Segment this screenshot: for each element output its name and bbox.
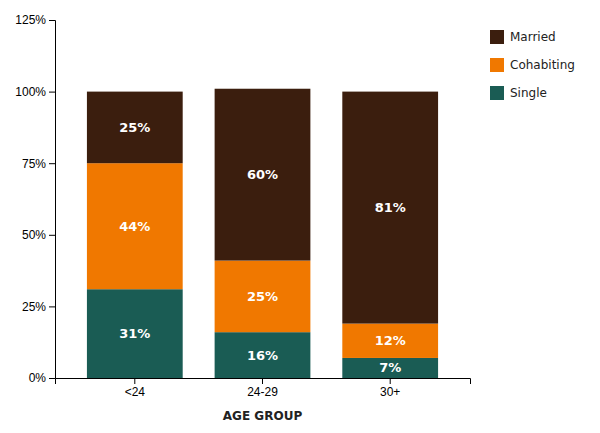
plot: 31% 16% 7% 44% 25% 12% 25% 60% 81% 0% 25% 50% 75% 100… [15,13,470,423]
y-tick-mark [49,378,55,379]
data-label: 25% [247,289,278,304]
legend-swatch [490,30,504,44]
data-label: 25% [119,120,150,135]
bar-segment [342,92,438,324]
bar-segment [342,358,438,378]
y-tick-label: 75% [22,157,46,171]
x-tick-mark [262,378,263,384]
y-tick-label: 100% [15,85,46,99]
y-tick-label: 25% [22,300,46,314]
data-label: 31% [119,326,150,341]
y-tick: 25% [22,300,55,314]
bar-segment [87,163,183,289]
data-label: 60% [247,167,278,182]
y-tick: 100% [15,85,55,99]
data-label: 16% [247,348,278,363]
x-tick-mark [390,378,391,384]
x-tick-label: 30+ [380,385,400,399]
y-axis: 0% 25% 50% 75% 100% 125% [15,13,55,385]
x-tick: 30+ [380,378,400,399]
legend-item: Cohabiting [490,58,575,72]
data-label: 44% [119,219,150,234]
data-labels: 31% 16% 7% 44% 25% 12% 25% 60% 81% [119,120,406,376]
y-tick: 50% [22,228,55,242]
legend-swatch [490,58,504,72]
x-tick: <24 [125,378,146,399]
legend: Married Cohabiting Single [490,30,575,100]
y-tick-label: 125% [15,13,46,27]
x-tick-label: <24 [125,385,146,399]
x-tick-label: 24-29 [247,385,278,399]
legend-item: Single [490,86,547,100]
legend-label: Single [510,86,547,100]
y-tick-mark [49,92,55,93]
bar-segment [215,261,311,333]
y-tick-mark [49,20,55,21]
legend-swatch [490,86,504,100]
data-label: 81% [375,200,406,215]
y-tick-mark [49,306,55,307]
bar-segment [342,324,438,358]
x-tick-mark [134,378,135,384]
y-axis-line [49,21,56,379]
x-axis-title: AGE GROUP [223,409,303,423]
data-label: 12% [375,333,406,348]
bar-segment [87,289,183,378]
bars [87,89,438,378]
y-tick-label: 50% [22,228,46,242]
y-tick-label: 0% [29,371,47,385]
y-tick: 0% [29,371,55,385]
x-tick: 24-29 [247,378,278,399]
legend-item: Married [490,30,556,44]
bar-segment [215,89,311,261]
x-axis: <24 24-29 30+ [56,378,471,399]
y-tick: 125% [15,13,55,27]
bar-segment [87,92,183,164]
y-tick-mark [49,163,55,164]
chart: 31% 16% 7% 44% 25% 12% 25% 60% 81% 0% 25% 50% 75% 100… [0,0,600,433]
legend-label: Cohabiting [510,58,575,72]
data-label: 7% [379,360,401,375]
y-tick-mark [49,235,55,236]
legend-label: Married [510,30,556,44]
x-axis-line [56,379,471,385]
y-tick: 75% [22,157,55,171]
bar-segment [215,332,311,378]
